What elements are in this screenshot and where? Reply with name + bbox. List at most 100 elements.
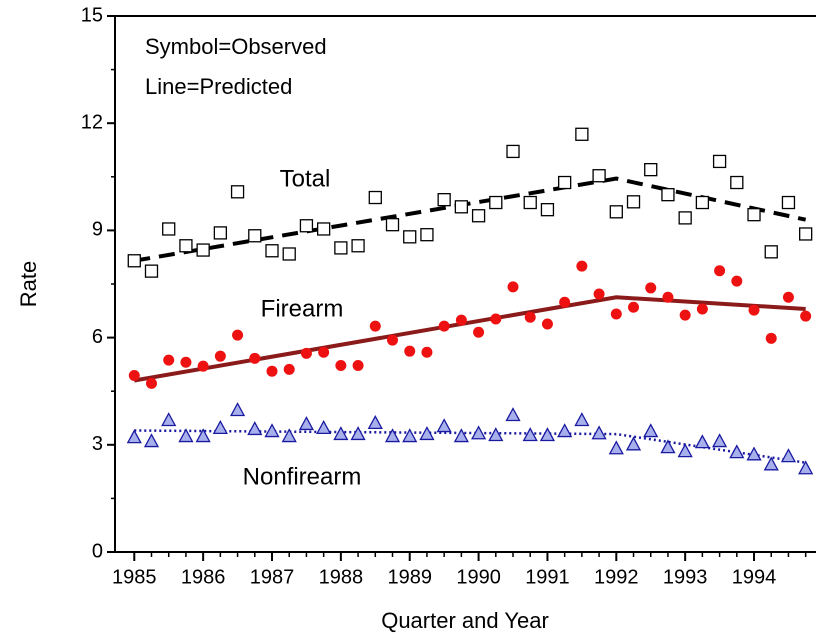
marker: [266, 365, 278, 377]
marker: [592, 169, 606, 183]
marker: [455, 314, 467, 326]
predicted-line: [134, 429, 806, 464]
marker: [436, 418, 452, 433]
marker: [144, 264, 159, 278]
x-tick-label: 1994: [732, 566, 777, 588]
marker: [145, 377, 157, 389]
marker: [644, 163, 658, 177]
marker: [402, 428, 418, 443]
marker: [729, 444, 745, 459]
marker: [505, 407, 521, 422]
marker: [212, 419, 228, 435]
predicted-line: [133, 176, 807, 263]
marker: [712, 433, 728, 448]
x-tick-label: 1986: [181, 566, 226, 588]
marker: [591, 425, 607, 440]
marker: [247, 421, 263, 436]
marker: [799, 227, 813, 241]
marker: [609, 205, 623, 219]
marker: [298, 416, 315, 431]
x-tick-label: 1988: [319, 566, 364, 588]
marker: [438, 320, 450, 332]
marker: [232, 329, 244, 341]
x-tick-label: 1992: [594, 566, 639, 588]
marker: [574, 412, 590, 427]
marker: [385, 218, 400, 232]
series-label: Nonfirearm: [243, 463, 362, 490]
marker: [522, 427, 538, 442]
marker: [610, 308, 622, 320]
marker: [781, 195, 796, 210]
y-tick-label: 12: [81, 111, 103, 133]
marker: [162, 222, 176, 236]
marker: [335, 359, 347, 371]
marker: [763, 456, 779, 471]
marker: [677, 443, 693, 458]
marker: [559, 296, 571, 308]
marker: [126, 429, 142, 444]
marker: [163, 354, 175, 366]
marker: [473, 326, 485, 338]
marker: [524, 311, 536, 323]
y-tick-label: 15: [81, 4, 103, 26]
marker: [352, 359, 364, 371]
marker: [128, 369, 140, 381]
marker: [576, 260, 588, 272]
marker: [645, 282, 657, 294]
marker: [730, 175, 744, 190]
marker: [316, 222, 331, 236]
predicted-line: [133, 295, 806, 383]
marker: [143, 433, 160, 448]
marker: [746, 446, 762, 461]
marker: [180, 356, 192, 368]
marker: [558, 175, 572, 190]
series-label: Firearm: [261, 295, 344, 322]
marker: [714, 265, 726, 277]
x-tick-label: 1987: [250, 566, 295, 588]
marker: [127, 254, 141, 268]
marker: [318, 346, 330, 358]
marker: [643, 423, 659, 438]
marker: [470, 425, 487, 440]
marker: [179, 239, 193, 253]
marker: [282, 247, 296, 261]
marker: [557, 423, 573, 438]
x-tick-label: 1993: [663, 566, 708, 588]
y-tick-label: 3: [92, 433, 103, 455]
marker: [437, 193, 451, 207]
marker: [539, 427, 556, 442]
marker: [731, 275, 743, 287]
x-tick-label: 1985: [112, 566, 157, 588]
marker: [540, 203, 555, 217]
x-tick-label: 1991: [525, 566, 570, 588]
marker: [403, 230, 417, 244]
marker: [489, 195, 503, 210]
marker: [299, 219, 314, 233]
marker: [764, 245, 778, 259]
marker: [384, 428, 401, 443]
marker: [368, 190, 382, 205]
marker: [471, 209, 486, 223]
marker: [780, 448, 797, 463]
marker: [765, 332, 777, 344]
marker: [248, 229, 262, 243]
marker: [196, 243, 210, 257]
marker: [800, 310, 812, 322]
marker: [453, 428, 469, 443]
marker: [626, 195, 641, 209]
marker: [161, 412, 177, 427]
marker: [662, 291, 674, 303]
marker: [213, 226, 228, 240]
marker: [678, 211, 692, 225]
marker: [593, 288, 605, 300]
marker: [334, 241, 348, 255]
marker: [695, 195, 710, 210]
x-tick-label: 1990: [456, 566, 501, 588]
marker: [264, 423, 280, 438]
y-tick-label: 0: [92, 540, 103, 562]
marker: [798, 460, 814, 475]
marker: [178, 428, 194, 443]
marker: [660, 439, 676, 454]
marker: [350, 426, 366, 441]
